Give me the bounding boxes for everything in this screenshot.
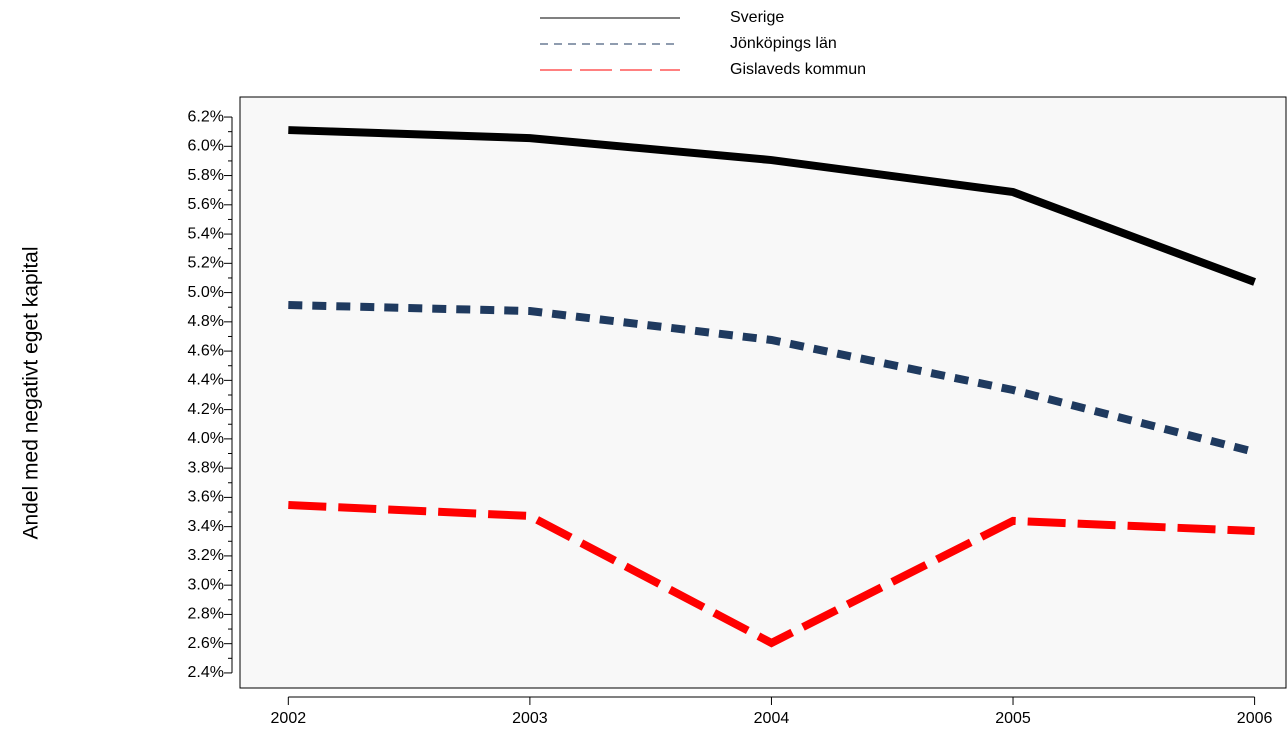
series-line	[288, 301, 1256, 456]
x-tick-label: 2004	[754, 710, 790, 727]
y-tick-label: 4.6%	[188, 342, 224, 359]
legend-label: Jönköpings län	[730, 35, 837, 52]
y-tick-label: 2.4%	[188, 664, 224, 681]
y-tick-label: 6.2%	[188, 108, 224, 125]
series-line	[288, 126, 1256, 286]
y-tick-label: 4.8%	[188, 313, 224, 330]
y-tick-label: 5.2%	[188, 255, 224, 272]
y-tick-label: 5.4%	[188, 225, 224, 242]
y-tick-label: 2.6%	[188, 635, 224, 652]
y-tick-label: 3.6%	[188, 489, 224, 506]
y-tick-label: 6.0%	[188, 138, 224, 155]
y-tick-label: 5.8%	[188, 167, 224, 184]
y-tick-label: 4.0%	[188, 430, 224, 447]
y-tick-label: 4.2%	[188, 401, 224, 418]
x-tick-label: 2002	[271, 710, 307, 727]
x-tick-label: 2005	[995, 710, 1031, 727]
x-tick-label: 2006	[1237, 710, 1273, 727]
plot-area	[239, 96, 1287, 689]
y-tick-label: 5.6%	[188, 196, 224, 213]
series-line	[288, 500, 1255, 648]
y-tick-label: 3.8%	[188, 459, 224, 476]
y-tick-label: 3.2%	[188, 547, 224, 564]
y-tick-label: 4.4%	[188, 372, 224, 389]
legend-label: Gislaveds kommun	[730, 61, 866, 78]
y-tick-label: 5.0%	[188, 284, 224, 301]
y-axis-label: Andel med negativt eget kapital	[20, 246, 43, 539]
y-tick-label: 3.0%	[188, 576, 224, 593]
y-tick-label: 2.8%	[188, 606, 224, 623]
legend-label: Sverige	[730, 9, 784, 26]
y-tick-label: 3.4%	[188, 518, 224, 535]
x-tick-label: 2003	[512, 710, 548, 727]
